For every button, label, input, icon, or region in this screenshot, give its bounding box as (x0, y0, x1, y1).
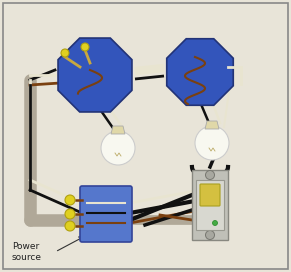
Circle shape (65, 221, 75, 231)
Circle shape (101, 131, 135, 165)
Circle shape (81, 43, 89, 51)
Text: Power
source: Power source (12, 242, 42, 262)
Circle shape (61, 49, 69, 57)
FancyBboxPatch shape (80, 186, 132, 242)
Polygon shape (167, 39, 233, 105)
Circle shape (65, 209, 75, 219)
Circle shape (205, 230, 214, 240)
Circle shape (212, 221, 217, 225)
Circle shape (65, 195, 75, 205)
Bar (192, 170, 228, 240)
FancyBboxPatch shape (200, 184, 220, 206)
Polygon shape (205, 121, 219, 129)
Circle shape (205, 171, 214, 180)
Circle shape (195, 126, 229, 160)
Polygon shape (111, 126, 125, 134)
Polygon shape (58, 38, 132, 112)
Bar (196, 180, 224, 230)
